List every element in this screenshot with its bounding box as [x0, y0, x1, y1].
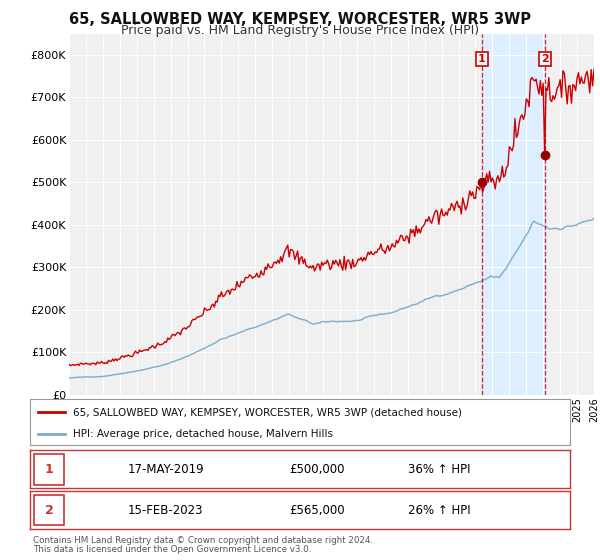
Text: 1: 1: [478, 54, 485, 64]
Text: 65, SALLOWBED WAY, KEMPSEY, WORCESTER, WR5 3WP: 65, SALLOWBED WAY, KEMPSEY, WORCESTER, W…: [69, 12, 531, 27]
Text: 65, SALLOWBED WAY, KEMPSEY, WORCESTER, WR5 3WP (detached house): 65, SALLOWBED WAY, KEMPSEY, WORCESTER, W…: [73, 407, 462, 417]
Bar: [482, 34, 545, 395]
Bar: [34, 495, 64, 525]
Text: 17-MAY-2019: 17-MAY-2019: [127, 463, 204, 476]
Text: Price paid vs. HM Land Registry's House Price Index (HPI): Price paid vs. HM Land Registry's House …: [121, 24, 479, 37]
Text: 36% ↑ HPI: 36% ↑ HPI: [408, 463, 470, 476]
Text: 15-FEB-2023: 15-FEB-2023: [127, 503, 203, 517]
Text: 2: 2: [541, 54, 549, 64]
Text: HPI: Average price, detached house, Malvern Hills: HPI: Average price, detached house, Malv…: [73, 429, 333, 438]
Text: £500,000: £500,000: [289, 463, 344, 476]
Text: £565,000: £565,000: [289, 503, 345, 517]
Text: 26% ↑ HPI: 26% ↑ HPI: [408, 503, 470, 517]
Bar: [34, 454, 64, 484]
Text: Contains HM Land Registry data © Crown copyright and database right 2024.: Contains HM Land Registry data © Crown c…: [33, 536, 373, 545]
Text: 1: 1: [44, 463, 53, 476]
Text: 2: 2: [44, 503, 53, 517]
Text: This data is licensed under the Open Government Licence v3.0.: This data is licensed under the Open Gov…: [33, 545, 311, 554]
